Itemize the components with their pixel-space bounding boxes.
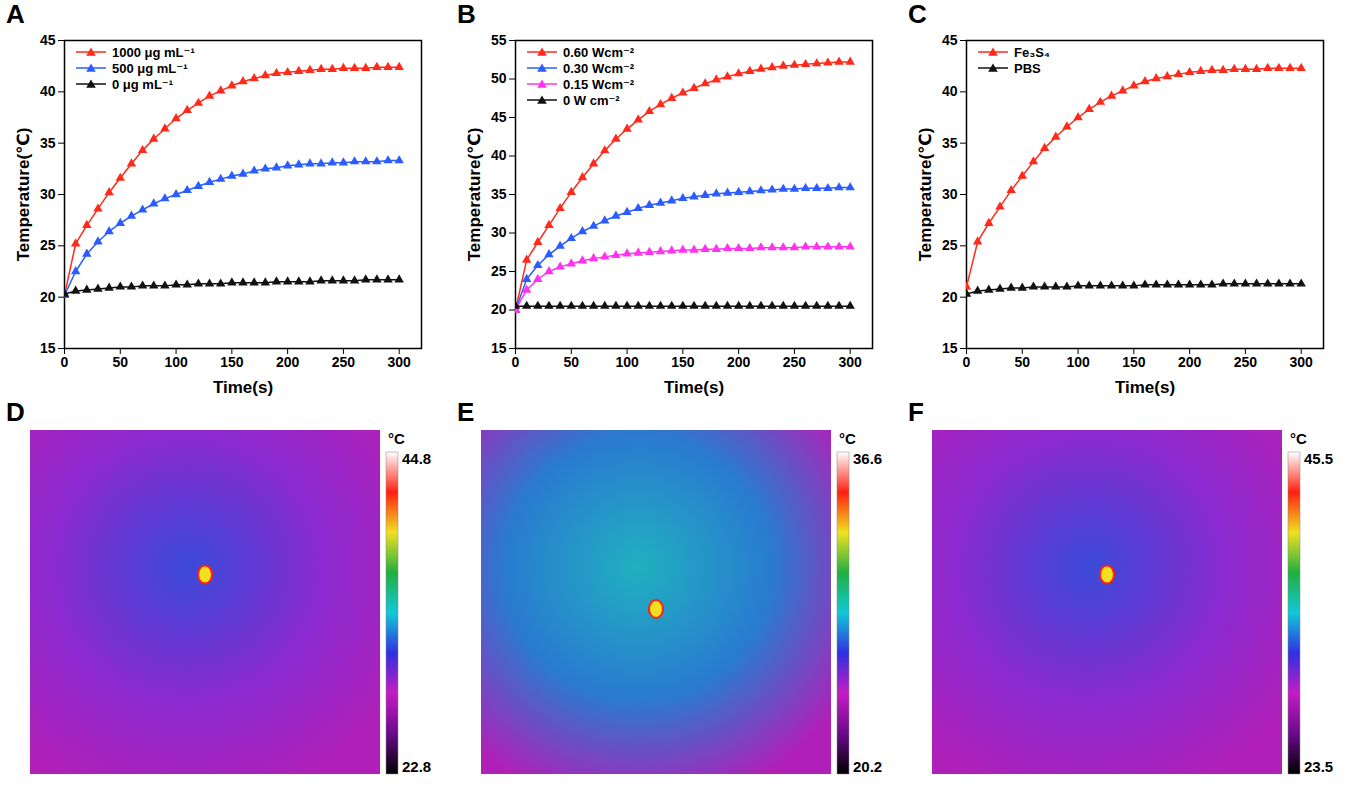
svg-text:40: 40: [40, 83, 56, 99]
html-text:E: E: [457, 397, 475, 427]
svg-text:°C: °C: [388, 430, 405, 447]
svg-text:100: 100: [164, 354, 188, 370]
svg-text:30: 30: [491, 224, 507, 240]
svg-text:40: 40: [491, 147, 507, 163]
svg-text:50: 50: [491, 70, 507, 86]
html-text:F: F: [908, 397, 924, 427]
svg-text:°C: °C: [1290, 430, 1307, 447]
html-text:0.15 Wcm⁻²: 0.15 Wcm⁻²: [563, 76, 635, 92]
svg-text:15: 15: [942, 340, 958, 356]
html-text:D: D: [6, 397, 25, 427]
svg-text:100: 100: [615, 354, 639, 370]
svg-text:200: 200: [276, 354, 300, 370]
svg-text:150: 150: [1122, 354, 1146, 370]
svg-text:°C: °C: [839, 430, 856, 447]
svg-text:25: 25: [942, 237, 958, 253]
svg-text:0: 0: [61, 354, 69, 370]
html-text:C: C: [908, 0, 927, 29]
svg-text:35: 35: [942, 135, 958, 151]
svg-text:0: 0: [512, 354, 520, 370]
svg-text:55: 55: [491, 32, 507, 48]
svg-text:44.8: 44.8: [402, 450, 431, 467]
svg-text:200: 200: [727, 354, 751, 370]
svg-text:23.5: 23.5: [1304, 758, 1333, 775]
svg-text:45: 45: [942, 32, 958, 48]
svg-text:50: 50: [112, 354, 128, 370]
svg-text:25: 25: [40, 237, 56, 253]
svg-text:Time(s): Time(s): [664, 378, 724, 397]
html-text:0 μg mL⁻¹: 0 μg mL⁻¹: [112, 76, 173, 92]
svg-text:20.2: 20.2: [853, 758, 882, 775]
svg-text:100: 100: [1066, 354, 1090, 370]
svg-text:300: 300: [388, 354, 412, 370]
svg-text:45: 45: [491, 109, 507, 125]
svg-text:20: 20: [942, 289, 958, 305]
svg-text:45.5: 45.5: [1304, 450, 1333, 467]
html-text:B: B: [457, 0, 476, 29]
svg-text:45: 45: [40, 32, 56, 48]
svg-text:50: 50: [1014, 354, 1030, 370]
html-text:A: A: [6, 0, 25, 29]
svg-text:Temperature(℃): Temperature(℃): [916, 128, 935, 262]
svg-text:300: 300: [1290, 354, 1314, 370]
svg-text:250: 250: [783, 354, 807, 370]
svg-text:25: 25: [491, 263, 507, 279]
html-text:Fe₃S₄: Fe₃S₄: [1014, 44, 1051, 60]
svg-text:20: 20: [491, 301, 507, 317]
svg-text:150: 150: [220, 354, 244, 370]
html-text:0.60 Wcm⁻²: 0.60 Wcm⁻²: [563, 44, 635, 60]
svg-text:50: 50: [563, 354, 579, 370]
svg-text:250: 250: [1234, 354, 1258, 370]
svg-text:Time(s): Time(s): [213, 378, 273, 397]
svg-text:30: 30: [40, 186, 56, 202]
svg-text:35: 35: [40, 135, 56, 151]
svg-text:40: 40: [942, 83, 958, 99]
svg-text:200: 200: [1178, 354, 1202, 370]
svg-text:300: 300: [839, 354, 863, 370]
html-text:PBS: PBS: [1014, 60, 1041, 76]
svg-text:Temperature(℃): Temperature(℃): [465, 128, 484, 262]
svg-text:15: 15: [491, 340, 507, 356]
svg-text:250: 250: [332, 354, 356, 370]
svg-text:30: 30: [942, 186, 958, 202]
svg-text:150: 150: [671, 354, 695, 370]
svg-text:20: 20: [40, 289, 56, 305]
svg-text:36.6: 36.6: [853, 450, 882, 467]
svg-text:15: 15: [40, 340, 56, 356]
html-text:0 W cm⁻²: 0 W cm⁻²: [563, 92, 620, 108]
svg-text:0: 0: [963, 354, 971, 370]
svg-text:Time(s): Time(s): [1115, 378, 1175, 397]
html-text:500 μg mL⁻¹: 500 μg mL⁻¹: [112, 60, 188, 76]
svg-text:35: 35: [491, 186, 507, 202]
html-text:1000 μg mL⁻¹: 1000 μg mL⁻¹: [112, 44, 195, 60]
svg-text:Temperature(℃): Temperature(℃): [14, 128, 33, 262]
html-text:0.30 Wcm⁻²: 0.30 Wcm⁻²: [563, 60, 635, 76]
svg-text:22.8: 22.8: [402, 758, 431, 775]
